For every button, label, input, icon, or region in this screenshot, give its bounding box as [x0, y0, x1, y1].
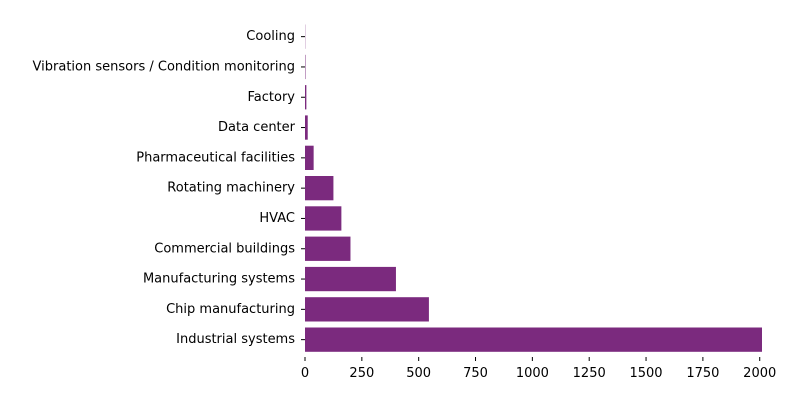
- x-tick-label: 1750: [686, 366, 719, 381]
- bar-factory: [305, 85, 307, 110]
- y-tick-label: Industrial systems: [176, 332, 295, 347]
- x-tick-label: 250: [349, 366, 374, 381]
- y-tick-label: Data center: [218, 120, 296, 135]
- bar-chip-manufacturing: [305, 297, 429, 322]
- y-tick-label: Commercial buildings: [154, 241, 295, 256]
- bar-pharmaceutical-facilities: [305, 145, 314, 170]
- y-tick-label: HVAC: [259, 211, 295, 226]
- x-axis: 0 250 500 750 1000 1250 1500 1750 2000: [301, 357, 776, 381]
- x-tick-label: 750: [463, 366, 488, 381]
- y-tick-label: Chip manufacturing: [166, 302, 295, 317]
- y-tick-label: Pharmaceutical facilities: [136, 150, 295, 165]
- bar-hvac: [305, 206, 342, 231]
- x-tick-label: 0: [301, 366, 309, 381]
- bar-commercial-buildings: [305, 236, 351, 261]
- y-tick-label: Factory: [248, 90, 296, 105]
- y-axis: Industrial systems Chip manufacturing Manu…: [33, 29, 305, 347]
- bar-manufacturing-systems: [305, 266, 396, 292]
- bar-industrial-systems: [305, 327, 762, 352]
- x-tick-label: 2000: [743, 366, 776, 381]
- x-tick-label: 1250: [573, 366, 606, 381]
- x-tick-label: 500: [406, 366, 431, 381]
- x-tick-label: 1500: [629, 366, 662, 381]
- x-tick-label: 1000: [516, 366, 549, 381]
- y-tick-label: Rotating machinery: [167, 181, 295, 196]
- y-tick-label: Manufacturing systems: [143, 272, 295, 287]
- bars-group: [305, 24, 762, 352]
- y-tick-label: Vibration sensors / Condition monitoring: [33, 59, 295, 74]
- y-tick-label: Cooling: [246, 29, 295, 44]
- bar-rotating-machinery: [305, 176, 334, 201]
- bar-data-center: [305, 115, 308, 140]
